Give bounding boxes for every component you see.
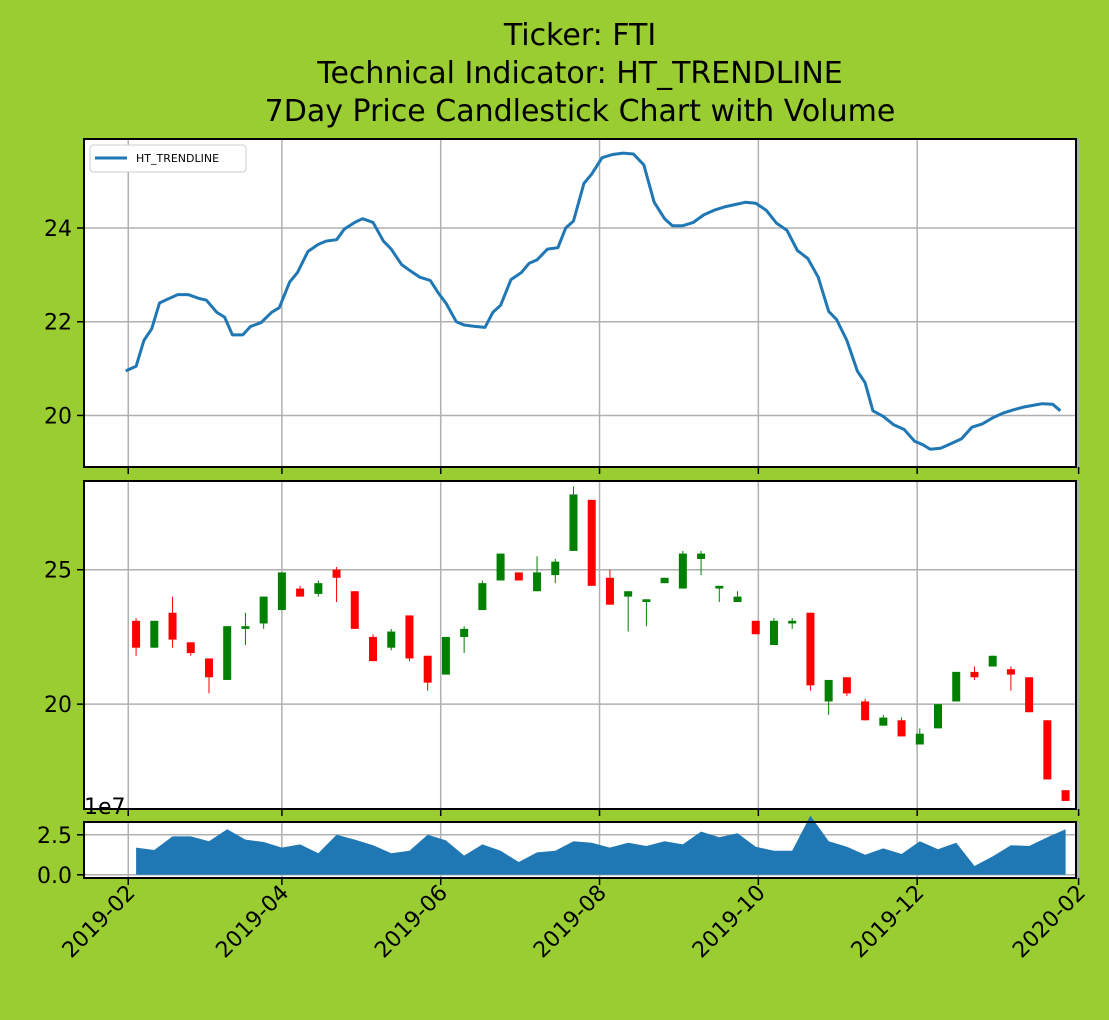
volume-area <box>136 815 1066 875</box>
trendline-series-line <box>125 151 1062 451</box>
candle-body-down <box>605 577 614 605</box>
chart-title-ticker: Ticker: FTI <box>503 18 656 53</box>
volume-offset-label: 1e7 <box>84 795 126 820</box>
legend-label-ht-trendline: HT_TRENDLINE <box>136 152 219 165</box>
candle-body-up <box>952 671 961 702</box>
candle-body-down <box>587 499 596 586</box>
y-tick-label: 20 <box>44 404 72 429</box>
candle-body-down <box>296 588 305 597</box>
candlestick-series <box>132 486 1070 801</box>
candle-body-up <box>460 628 469 637</box>
trendline-panel: 20 22 24 HT_TRENDLINE <box>44 138 1080 474</box>
candle-body-up <box>733 596 742 602</box>
candle-body-up <box>241 626 250 629</box>
legend-box <box>89 144 247 173</box>
candle-body-up <box>988 655 997 667</box>
candle-body-up <box>934 704 943 729</box>
candle-body-down <box>405 615 414 659</box>
candle-body-down <box>514 572 523 581</box>
candle-body-up <box>387 631 396 648</box>
candle-body-up <box>551 561 560 576</box>
candle-body-down <box>751 620 760 635</box>
candle-body-up <box>441 636 450 675</box>
candle-body-down <box>332 569 341 578</box>
volume-y-axis: 0.0 2.5 <box>37 824 84 889</box>
candle-body-up <box>478 583 487 611</box>
y-tick-label: 0.0 <box>37 864 72 889</box>
trendline-x-ticks <box>127 467 1080 474</box>
candle-body-down <box>204 658 213 678</box>
candle-body-down <box>1043 720 1052 780</box>
trendline-y-axis: 20 22 24 <box>44 217 84 429</box>
candle-body-up <box>496 553 505 581</box>
candle-body-down <box>1025 677 1034 713</box>
y-tick-label: 25 <box>44 559 72 584</box>
y-tick-label: 22 <box>44 311 72 336</box>
candle-body-down <box>186 642 195 654</box>
candle-body-up <box>879 717 888 726</box>
candlestick-plot-area <box>84 481 1076 809</box>
candle-body-down <box>1006 669 1015 675</box>
trendline-plot-area <box>84 139 1076 467</box>
candle-body-down <box>861 701 870 721</box>
candle-body-down <box>423 655 432 683</box>
candle-body-up <box>715 585 724 589</box>
candle-body-down <box>970 671 979 678</box>
candle-body-up <box>788 620 797 624</box>
candle-body-down <box>842 677 851 694</box>
candle-body-up <box>277 572 286 611</box>
candle-body-up <box>150 620 159 648</box>
candle-body-up <box>533 572 542 592</box>
candle-body-down <box>350 591 359 629</box>
y-tick-label: 2.5 <box>37 824 72 849</box>
candle-body-up <box>259 596 268 624</box>
candle-body-down <box>1061 790 1070 801</box>
chart-title-indicator: Technical Indicator: HT_TRENDLINE <box>316 56 842 91</box>
candle-body-up <box>314 583 323 594</box>
volume-frame <box>83 821 1077 879</box>
candle-body-up <box>624 591 633 597</box>
chart-title-description: 7Day Price Candlestick Chart with Volume <box>265 94 896 129</box>
candlestick-x-ticks <box>127 809 1080 816</box>
candle-body-up <box>678 553 687 589</box>
candlestick-grid <box>84 481 1080 809</box>
candle-body-down <box>806 612 815 686</box>
candlestick-frame <box>83 480 1077 810</box>
candle-body-up <box>569 494 578 551</box>
candle-body-up <box>915 733 924 745</box>
trendline-frame <box>83 138 1077 468</box>
candle-body-up <box>660 577 669 584</box>
trendline-legend: HT_TRENDLINE <box>89 144 247 173</box>
candle-body-up <box>697 553 706 559</box>
candle-body-down <box>132 620 141 648</box>
candle-body-down <box>897 720 906 737</box>
candle-body-up <box>223 626 232 680</box>
y-tick-label: 20 <box>44 693 72 718</box>
candle-body-down <box>369 636 378 662</box>
candle-body-up <box>769 620 778 645</box>
candle-body-up <box>824 679 833 702</box>
y-tick-label: 24 <box>44 217 72 242</box>
candle-body-down <box>168 612 177 640</box>
candle-body-up <box>642 599 651 602</box>
